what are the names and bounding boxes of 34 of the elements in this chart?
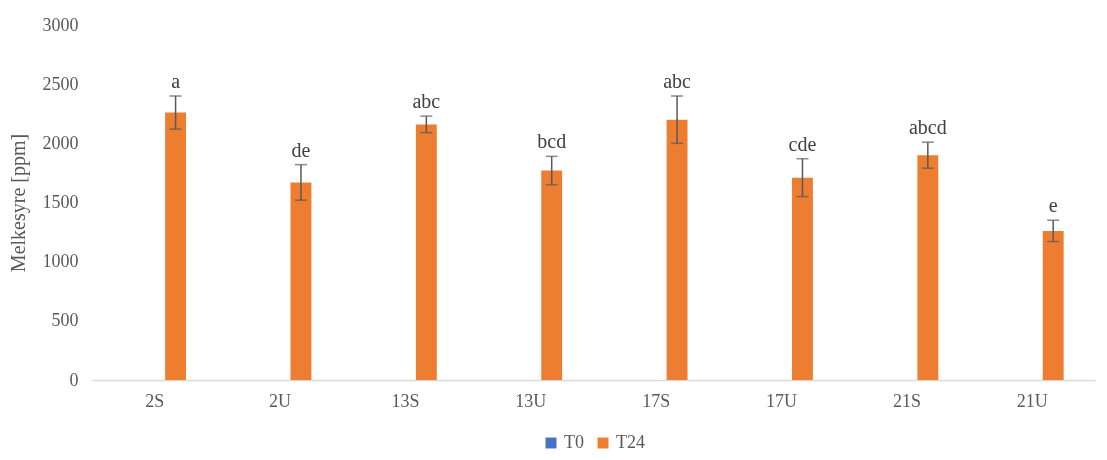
x-tick-label: 17U (766, 390, 798, 411)
annotation: abc (663, 70, 692, 92)
annotation: bcd (537, 130, 567, 153)
x-tick-label: 2S (145, 390, 165, 411)
legend-label: T24 (616, 432, 645, 452)
annotation: cde (788, 132, 817, 155)
bar (290, 182, 312, 380)
x-tick-label: 21S (892, 390, 921, 411)
y-axis-title: Melkesyre [ppm] (6, 133, 30, 273)
y-tick-label: 2500 (42, 73, 79, 94)
y-tick-label: 500 (51, 310, 79, 331)
bar (415, 124, 437, 380)
bar (1042, 230, 1064, 380)
y-tick-label: 3000 (42, 14, 79, 35)
bar (917, 155, 939, 380)
annotation: abcd (908, 116, 947, 139)
x-tick-label: 17S (642, 390, 671, 411)
annotation: e (1048, 194, 1058, 217)
annotation: abc (412, 90, 441, 113)
y-tick-label: 1500 (42, 192, 79, 212)
legend-label: T0 (564, 432, 584, 452)
x-tick-label: 13U (515, 390, 547, 411)
annotation: a (171, 70, 181, 92)
x-tick-label: 2U (269, 390, 292, 411)
bar (165, 112, 187, 380)
x-tick-label: 13S (391, 390, 420, 411)
bar (666, 119, 688, 380)
y-tick-label: 2000 (42, 132, 79, 153)
bar (792, 177, 813, 380)
y-tick-label: 0 (69, 369, 79, 390)
bar (541, 170, 563, 380)
x-tick-label: 21U (1016, 390, 1048, 411)
annotation: de (291, 138, 311, 161)
y-tick-label: 1000 (42, 251, 79, 272)
